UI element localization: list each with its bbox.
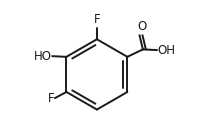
Text: F: F bbox=[94, 13, 100, 26]
Text: HO: HO bbox=[34, 50, 52, 63]
Text: OH: OH bbox=[158, 44, 176, 57]
Text: F: F bbox=[48, 92, 54, 105]
Text: O: O bbox=[137, 20, 146, 33]
